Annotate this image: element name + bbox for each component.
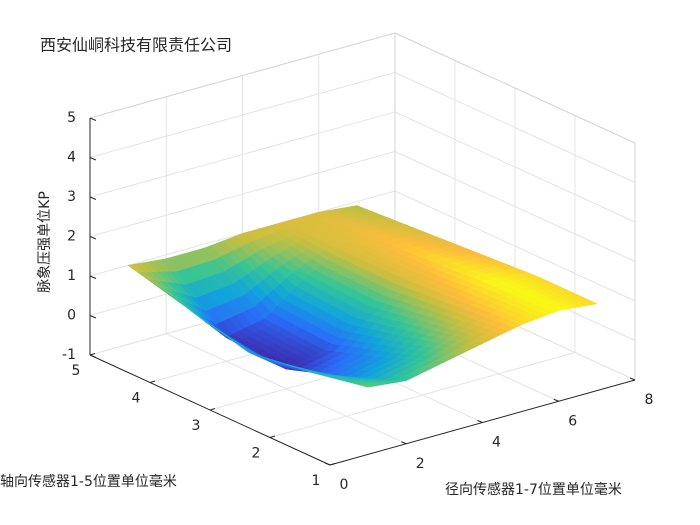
- z-tick-label: 2: [67, 229, 76, 245]
- chart-title: 西安仙峒科技有限责任公司: [40, 36, 232, 55]
- x-tick: [324, 462, 331, 466]
- z-tick: [89, 196, 97, 200]
- x-axis-label: 径向传感器1-7位置单位毫米: [445, 481, 622, 498]
- z-tick: [89, 275, 97, 279]
- y-tick: [209, 408, 216, 411]
- x-tick: [477, 420, 483, 423]
- y-tick-label: 3: [192, 418, 201, 434]
- grid-line: [89, 151, 396, 237]
- z-tick: [89, 315, 97, 319]
- z-axis-label: 脉象压强单位KP: [37, 191, 53, 293]
- y-tick: [149, 380, 156, 383]
- y-tick-label: 4: [132, 391, 141, 407]
- z-tick-label: 0: [67, 308, 76, 324]
- x-tick-label: 0: [340, 477, 349, 493]
- surface-patch: [358, 383, 375, 388]
- grid-line: [394, 72, 636, 183]
- grid-line: [269, 352, 576, 438]
- z-tick: [89, 236, 97, 240]
- x-tick-label: 2: [416, 456, 425, 472]
- y-tick: [89, 353, 96, 356]
- y-tick-label: 2: [252, 446, 261, 462]
- x-tick: [629, 377, 636, 381]
- z-tick-label: 3: [67, 189, 76, 205]
- x-tick: [401, 441, 407, 445]
- y-tick: [269, 435, 276, 438]
- axis-box: [394, 32, 636, 144]
- z-tick: [89, 157, 97, 161]
- z-tick-label: -1: [62, 347, 76, 363]
- y-tick: [329, 463, 336, 466]
- grid-line: [394, 151, 636, 262]
- grid-line: [394, 190, 636, 302]
- z-tick-label: 4: [67, 150, 76, 166]
- grid-line: [89, 72, 396, 158]
- z-tick: [89, 354, 97, 358]
- x-tick-label: 6: [568, 413, 577, 429]
- z-tick: [89, 117, 97, 121]
- z-tick-label: 1: [67, 268, 76, 284]
- axis-box: [89, 32, 396, 119]
- x-tick-label: 8: [645, 392, 654, 408]
- x-tick: [553, 398, 559, 402]
- y-tick-label: 5: [72, 363, 81, 379]
- grid-line: [89, 111, 396, 198]
- z-tick-label: 5: [67, 110, 76, 126]
- grid-line: [394, 111, 636, 223]
- x-tick-label: 4: [492, 435, 501, 451]
- y-axis-label: 轴向传感器1-5位置单位毫米: [0, 473, 177, 490]
- y-tick-label: 1: [312, 473, 321, 489]
